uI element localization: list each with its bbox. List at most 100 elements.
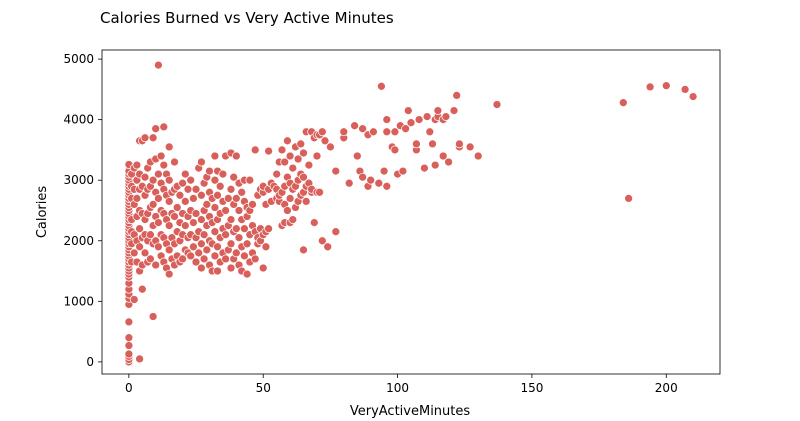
- data-point: [231, 248, 241, 258]
- data-point: [645, 82, 655, 92]
- data-point: [390, 145, 400, 155]
- data-point: [148, 312, 158, 321]
- data-point: [473, 151, 483, 161]
- x-axis-ticks: 0 50 100 150 200: [125, 374, 678, 395]
- data-point: [398, 166, 408, 176]
- data-point: [688, 92, 698, 101]
- data-point: [154, 218, 163, 227]
- data-point: [618, 98, 628, 108]
- y-tick-label: 0: [86, 355, 94, 369]
- data-point: [331, 227, 341, 237]
- data-point: [151, 124, 161, 134]
- y-tick-label: 1000: [63, 294, 94, 308]
- data-point: [379, 166, 389, 176]
- data-point: [156, 151, 166, 161]
- data-point: [205, 166, 214, 176]
- x-tick-label: 50: [256, 381, 271, 395]
- data-point: [296, 139, 306, 149]
- data-point: [164, 221, 174, 230]
- data-point: [261, 242, 271, 252]
- data-point: [369, 127, 378, 137]
- data-point: [170, 157, 179, 167]
- data-point: [350, 121, 359, 131]
- data-point: [183, 184, 193, 194]
- data-point: [277, 145, 287, 155]
- data-point: [231, 224, 241, 234]
- data-point: [248, 200, 257, 209]
- data-point: [430, 160, 440, 170]
- data-point: [317, 127, 327, 137]
- data-point: [449, 106, 459, 115]
- data-point: [124, 341, 134, 350]
- data-point: [210, 175, 220, 185]
- axes: [101, 49, 721, 375]
- data-point: [180, 197, 190, 206]
- data-point: [403, 106, 413, 115]
- data-point: [202, 245, 212, 255]
- data-point: [231, 194, 241, 203]
- data-point: [197, 215, 206, 224]
- data-point: [283, 136, 292, 146]
- data-point: [441, 112, 451, 121]
- data-points: [124, 60, 698, 367]
- data-point: [382, 181, 392, 191]
- data-point: [382, 127, 392, 137]
- data-point: [312, 151, 322, 161]
- data-point: [154, 169, 163, 179]
- data-point: [390, 127, 400, 137]
- data-point: [288, 215, 298, 224]
- data-point: [221, 230, 230, 240]
- data-point: [178, 178, 187, 188]
- data-point: [422, 112, 432, 121]
- data-point: [304, 160, 314, 170]
- data-point: [215, 181, 225, 191]
- data-point: [189, 218, 198, 227]
- data-point: [135, 242, 144, 252]
- data-point: [492, 100, 502, 109]
- data-point: [240, 251, 249, 261]
- data-point: [293, 154, 303, 164]
- data-point: [323, 242, 333, 252]
- x-tick-label: 0: [125, 381, 133, 395]
- data-point: [210, 203, 220, 212]
- data-point: [624, 194, 633, 203]
- data-point: [299, 172, 308, 182]
- data-point: [140, 133, 150, 143]
- x-tick-label: 100: [386, 381, 409, 395]
- data-point: [221, 206, 230, 215]
- data-point: [191, 184, 201, 194]
- data-point: [140, 172, 150, 182]
- y-axis-label: Calories: [35, 186, 50, 239]
- data-point: [242, 269, 252, 279]
- data-point: [264, 146, 273, 156]
- data-point: [221, 254, 230, 264]
- data-point: [197, 157, 206, 167]
- x-axis-label: VeryActiveMinutes: [350, 404, 471, 419]
- data-point: [326, 142, 335, 152]
- y-axis-ticks: 0 1000 2000 3000 4000 5000: [63, 52, 102, 369]
- data-point: [358, 172, 367, 182]
- data-point: [124, 317, 134, 327]
- data-point: [210, 227, 220, 237]
- data-point: [299, 245, 308, 255]
- data-point: [132, 160, 142, 170]
- y-tick-label: 3000: [63, 173, 94, 187]
- y-tick-label: 4000: [63, 113, 94, 127]
- data-point: [140, 248, 150, 258]
- data-point: [382, 115, 392, 124]
- data-point: [374, 178, 384, 188]
- data-point: [245, 175, 255, 185]
- data-point: [272, 169, 282, 179]
- data-point: [285, 194, 295, 203]
- data-point: [199, 254, 209, 264]
- data-point: [414, 115, 424, 124]
- data-point: [124, 333, 134, 343]
- data-point: [164, 142, 174, 152]
- data-point: [178, 254, 187, 264]
- data-point: [401, 124, 410, 134]
- data-point: [229, 172, 239, 182]
- data-point: [438, 151, 448, 161]
- data-point: [352, 151, 362, 161]
- data-point: [189, 242, 198, 252]
- data-point: [154, 242, 163, 252]
